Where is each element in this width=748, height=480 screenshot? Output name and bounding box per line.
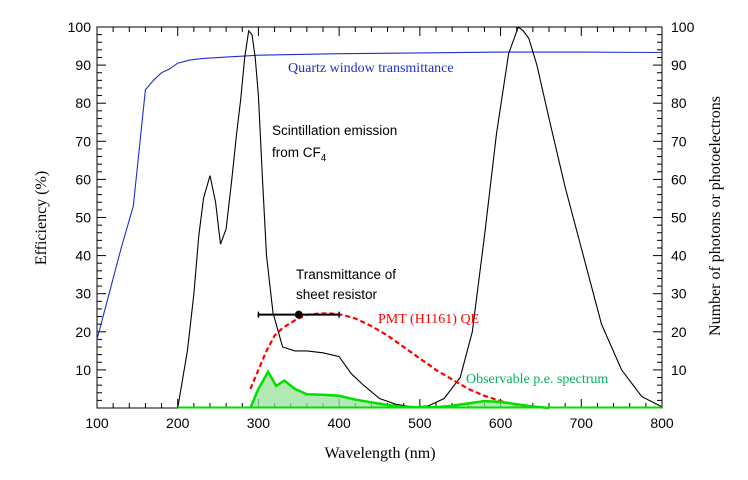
y2-tick-label: 90 [671, 57, 687, 73]
resistor-point [294, 310, 303, 319]
y2-tick-label: 70 [671, 133, 687, 149]
y2-tick-label: 80 [671, 95, 687, 111]
y2-tick-label: 20 [671, 324, 687, 340]
spectrum-label: Observable p.e. spectrum [466, 372, 608, 387]
scintillation-emission-from-cf4-line [177, 26, 663, 409]
y-tick-label: 30 [75, 286, 91, 302]
y-tick-label: 100 [68, 19, 92, 35]
y2-tick-label: 40 [671, 248, 687, 264]
y2-tick-label: 60 [671, 171, 687, 187]
y-tick-label: 60 [75, 171, 91, 187]
y-tick-label: 70 [75, 133, 91, 149]
quartz-label: Quartz window transmittance [288, 61, 454, 76]
y-tick-label: 10 [75, 362, 91, 378]
series-layer [96, 26, 663, 410]
emission-label-subscript: 4 [321, 153, 327, 164]
pmt-h1161-qe-line [249, 312, 534, 408]
x-tick-label: 300 [247, 415, 271, 431]
x-tick-label: 500 [408, 415, 432, 431]
y2-tick-label: 100 [671, 19, 695, 35]
observable-p-e-spectrum-line [249, 369, 550, 410]
x-axis: 100 200 300 400 500 600 700 800 [85, 27, 674, 431]
x-tick-label: 800 [650, 415, 674, 431]
emission-label-text: from CF [272, 145, 321, 160]
emission-label-line1: Scintillation emission [272, 123, 397, 138]
y2-tick-label: 10 [671, 362, 687, 378]
y2-axis-title: Number of photons or photoelectrons [707, 96, 724, 336]
resistor-label-line1: Transmittance of [296, 267, 396, 282]
y-tick-label: 20 [75, 324, 91, 340]
quartz-window-transmittance-line [96, 51, 663, 340]
x-tick-label: 100 [85, 415, 109, 431]
x-axis-title: Wavelength (nm) [324, 445, 435, 462]
qe-label: PMT (H1161) QE [378, 312, 479, 327]
y-axis-left: 100 90 80 70 60 50 40 30 20 10 [68, 19, 106, 401]
y-tick-label: 90 [75, 57, 91, 73]
y2-tick-label: 50 [671, 210, 687, 226]
x-tick-label: 400 [327, 415, 351, 431]
x-tick-label: 600 [489, 415, 513, 431]
x-tick-label: 700 [570, 415, 594, 431]
emission-label-line2: from CF4 [272, 145, 327, 164]
y-axis-right: 100 90 80 70 60 50 40 30 20 10 [653, 19, 695, 401]
observable-p-e-spectrum-fill [250, 371, 549, 408]
x-tick-label: 200 [166, 415, 190, 431]
plot-frame [96, 26, 663, 409]
y2-tick-label: 30 [671, 286, 687, 302]
y-tick-label: 80 [75, 95, 91, 111]
resistor-label-line2: sheet resistor [296, 287, 378, 302]
y-tick-label: 50 [75, 210, 91, 226]
y-axis-title: Efficiency (%) [33, 171, 50, 265]
y-tick-label: 40 [75, 248, 91, 264]
